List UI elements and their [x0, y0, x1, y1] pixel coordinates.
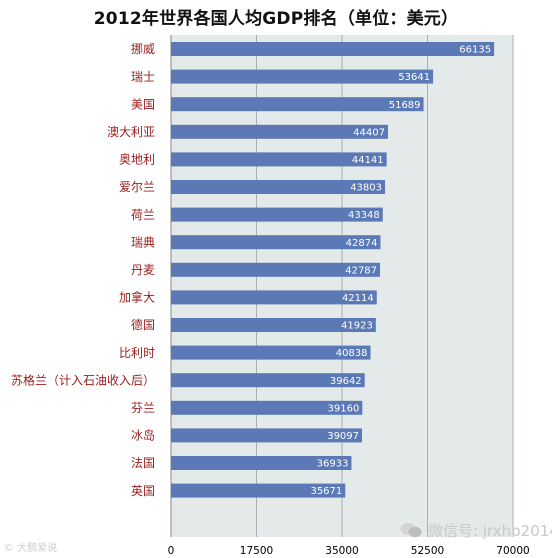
bar [171, 152, 387, 167]
bar-value-label: 39642 [330, 376, 362, 387]
bar-value-label: 66135 [459, 45, 491, 56]
x-tick-label: 35000 [325, 545, 358, 557]
bar-value-label: 42787 [345, 265, 377, 276]
category-label: 爱尔兰 [119, 179, 155, 194]
bar [171, 69, 434, 84]
bar-value-label: 41923 [341, 321, 373, 332]
bar [171, 235, 381, 250]
source-watermark: © 大鹏爱说 [4, 543, 58, 554]
wechat-watermark: 微信号: jrxhb2014 [400, 520, 552, 541]
bar-value-label: 43803 [350, 183, 382, 194]
bar [171, 207, 383, 222]
bar-value-label: 39097 [327, 431, 359, 442]
category-label: 比利时 [119, 346, 155, 360]
bar [171, 373, 365, 388]
bar [171, 483, 346, 498]
bars: 66135 53641 51689 44407 44141 43803 43348 42874… [171, 42, 495, 498]
gridlines [170, 35, 514, 537]
chart-title: 2012年世界各国人均GDP排名（单位：美元） [93, 9, 459, 29]
category-label: 芬兰 [131, 401, 155, 415]
category-label: 澳大利亚 [107, 125, 155, 139]
bar-value-label: 39160 [328, 403, 360, 414]
bar-value-label: 36933 [317, 459, 349, 470]
category-label: 瑞典 [131, 235, 155, 249]
wechat-icon [400, 523, 422, 538]
x-tick-label: 70000 [496, 545, 529, 557]
bar [171, 345, 371, 360]
x-tick-label: 17500 [240, 545, 273, 557]
bar-value-label: 42114 [342, 293, 374, 304]
bar-value-label: 51689 [389, 100, 421, 111]
bar-value-label: 43348 [348, 210, 380, 221]
category-label: 荷兰 [131, 208, 155, 222]
category-label: 挪威 [131, 42, 155, 56]
bar [171, 180, 386, 194]
category-label: 瑞士 [131, 70, 155, 84]
bar-value-label: 44407 [353, 127, 385, 138]
bar-value-label: 40838 [336, 348, 368, 359]
bar [171, 42, 495, 56]
category-label: 法国 [131, 456, 155, 470]
category-label: 奥地利 [119, 153, 155, 167]
x-tick-label: 52500 [411, 545, 444, 557]
category-label: 苏格兰（计入石油收入后） [11, 372, 155, 387]
bar [171, 456, 352, 470]
category-label: 美国 [131, 97, 155, 111]
bar [171, 318, 376, 332]
bar-value-label: 42874 [346, 238, 378, 249]
bar-value-label: 44141 [352, 155, 384, 166]
category-label: 加拿大 [119, 290, 155, 305]
category-label: 英国 [131, 484, 155, 498]
x-tick-label: 0 [168, 545, 175, 557]
bar-value-label: 53641 [398, 72, 430, 83]
bar [171, 97, 424, 112]
bar [171, 262, 381, 277]
x-tick-labels: 0 17500 35000 52500 70000 [168, 545, 530, 557]
category-label: 丹麦 [131, 263, 155, 277]
bar-value-label: 35671 [310, 486, 342, 497]
wechat-id: 微信号: jrxhb2014 [428, 522, 552, 540]
bar [171, 400, 363, 415]
category-label: 冰岛 [131, 428, 155, 443]
bar [171, 124, 388, 139]
bar [171, 290, 377, 305]
category-labels: 挪威瑞士美国澳大利亚奥地利爱尔兰荷兰瑞典丹麦加拿大德国比利时苏格兰（计入石油收入… [11, 42, 155, 498]
bar [171, 428, 363, 443]
category-label: 德国 [131, 317, 155, 332]
